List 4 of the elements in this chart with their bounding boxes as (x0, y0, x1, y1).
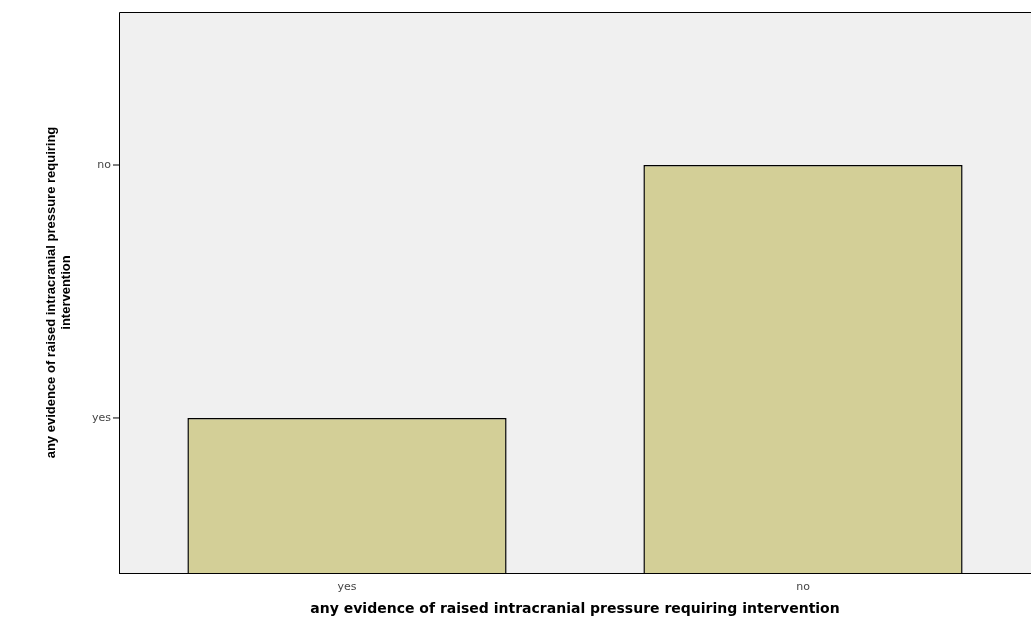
text: no (97, 157, 112, 171)
y-axis-title: any evidence of raised intracranial pressure requiring intervention (43, 126, 74, 459)
x-axis-title: any evidence of raised intracranial pressure requiring intervention (310, 600, 840, 617)
text: yes (91, 410, 112, 424)
